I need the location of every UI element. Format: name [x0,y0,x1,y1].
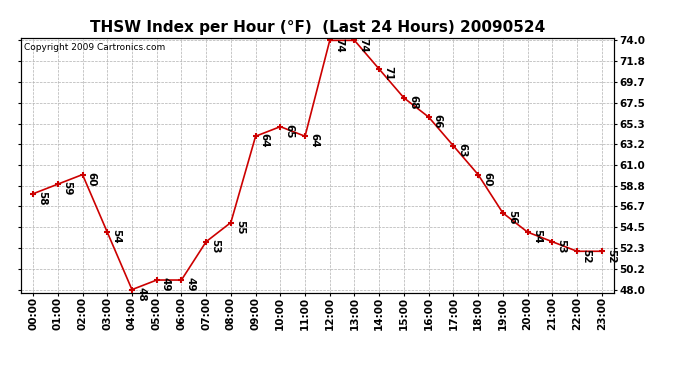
Title: THSW Index per Hour (°F)  (Last 24 Hours) 20090524: THSW Index per Hour (°F) (Last 24 Hours)… [90,20,545,35]
Text: 66: 66 [433,114,443,129]
Text: 52: 52 [581,249,591,263]
Text: 54: 54 [532,230,542,244]
Text: 71: 71 [384,66,393,81]
Text: 65: 65 [284,124,295,138]
Text: 52: 52 [606,249,616,263]
Text: 59: 59 [62,182,72,196]
Text: 60: 60 [482,172,492,186]
Text: 53: 53 [210,239,220,254]
Text: 54: 54 [111,230,121,244]
Text: 74: 74 [334,38,344,52]
Text: 58: 58 [37,191,47,206]
Text: 74: 74 [359,38,368,52]
Text: 64: 64 [309,134,319,148]
Text: 55: 55 [235,220,245,234]
Text: 49: 49 [161,277,171,292]
Text: 56: 56 [507,210,517,225]
Text: 64: 64 [259,134,270,148]
Text: 49: 49 [186,277,195,292]
Text: 63: 63 [457,143,468,158]
Text: 53: 53 [556,239,566,254]
Text: Copyright 2009 Cartronics.com: Copyright 2009 Cartronics.com [23,43,165,52]
Text: 48: 48 [136,287,146,302]
Text: 68: 68 [408,95,418,109]
Text: 60: 60 [87,172,97,186]
